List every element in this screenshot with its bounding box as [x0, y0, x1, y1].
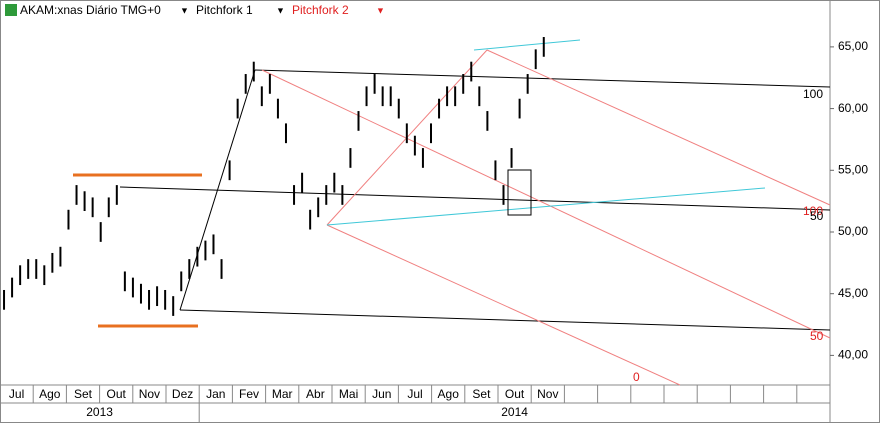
x-tick-label: Nov [537, 387, 558, 401]
trend-line [473, 39, 581, 51]
pitchfork-line [486, 49, 831, 206]
x-tick-label: Out [107, 387, 127, 401]
x-tick-label: Dez [172, 387, 193, 401]
y-tick-label: 45,00 [838, 286, 868, 300]
level-label: 100 [803, 204, 823, 218]
icon [5, 4, 17, 16]
x-tick-label: Abr [306, 387, 325, 401]
x-tick-label: Jun [372, 387, 391, 401]
trend-line [326, 187, 766, 226]
dropdown-arrow[interactable]: ▼ [376, 5, 385, 15]
y-tick-label: 60,00 [838, 101, 868, 115]
pitchfork-line [119, 186, 831, 211]
x-tick-label: Set [472, 387, 491, 401]
level-label: 50 [810, 329, 824, 343]
y-tick-label: 55,00 [838, 162, 868, 176]
pitchfork-line [326, 224, 681, 386]
pitchfork-line [261, 69, 831, 339]
x-tick-label: Mai [339, 387, 358, 401]
highlight-box [507, 169, 532, 216]
header: AKAM:xnas Diário TMG+0 ▼ Pitchfork 1 ▼ P… [5, 3, 385, 17]
y-tick-label: 40,00 [838, 348, 868, 362]
x-tick-label: Fev [239, 387, 259, 401]
y-tick-label: 50,00 [838, 224, 868, 238]
dropdown-arrow[interactable]: ▼ [180, 5, 189, 15]
x-tick-label: Jul [9, 387, 24, 401]
x-tick-label: Ago [438, 387, 460, 401]
chart-title: AKAM:xnas Diário TMG+0 [20, 3, 161, 17]
pitchfork-line [254, 69, 831, 88]
x-tick-label: Jan [206, 387, 225, 401]
x-tick-label: Jul [407, 387, 422, 401]
y-tick-label: 65,00 [838, 39, 868, 53]
tool-name[interactable]: Pitchfork 1 [196, 3, 253, 17]
x-tick-label: Ago [39, 387, 61, 401]
tool-name[interactable]: Pitchfork 2 [292, 3, 349, 17]
x-tick-label: Out [505, 387, 525, 401]
drawings [73, 39, 831, 386]
year-label: 2014 [501, 405, 528, 419]
x-tick-label: Set [74, 387, 93, 401]
level-label: 50 [810, 209, 824, 223]
x-tick-label: Mar [272, 387, 293, 401]
x-tick-label: Nov [139, 387, 160, 401]
dropdown-arrow[interactable]: ▼ [276, 5, 285, 15]
level-label: 0 [633, 370, 640, 384]
level-label: 100 [803, 87, 823, 101]
pitchfork-line [179, 309, 831, 331]
year-label: 2013 [86, 405, 113, 419]
